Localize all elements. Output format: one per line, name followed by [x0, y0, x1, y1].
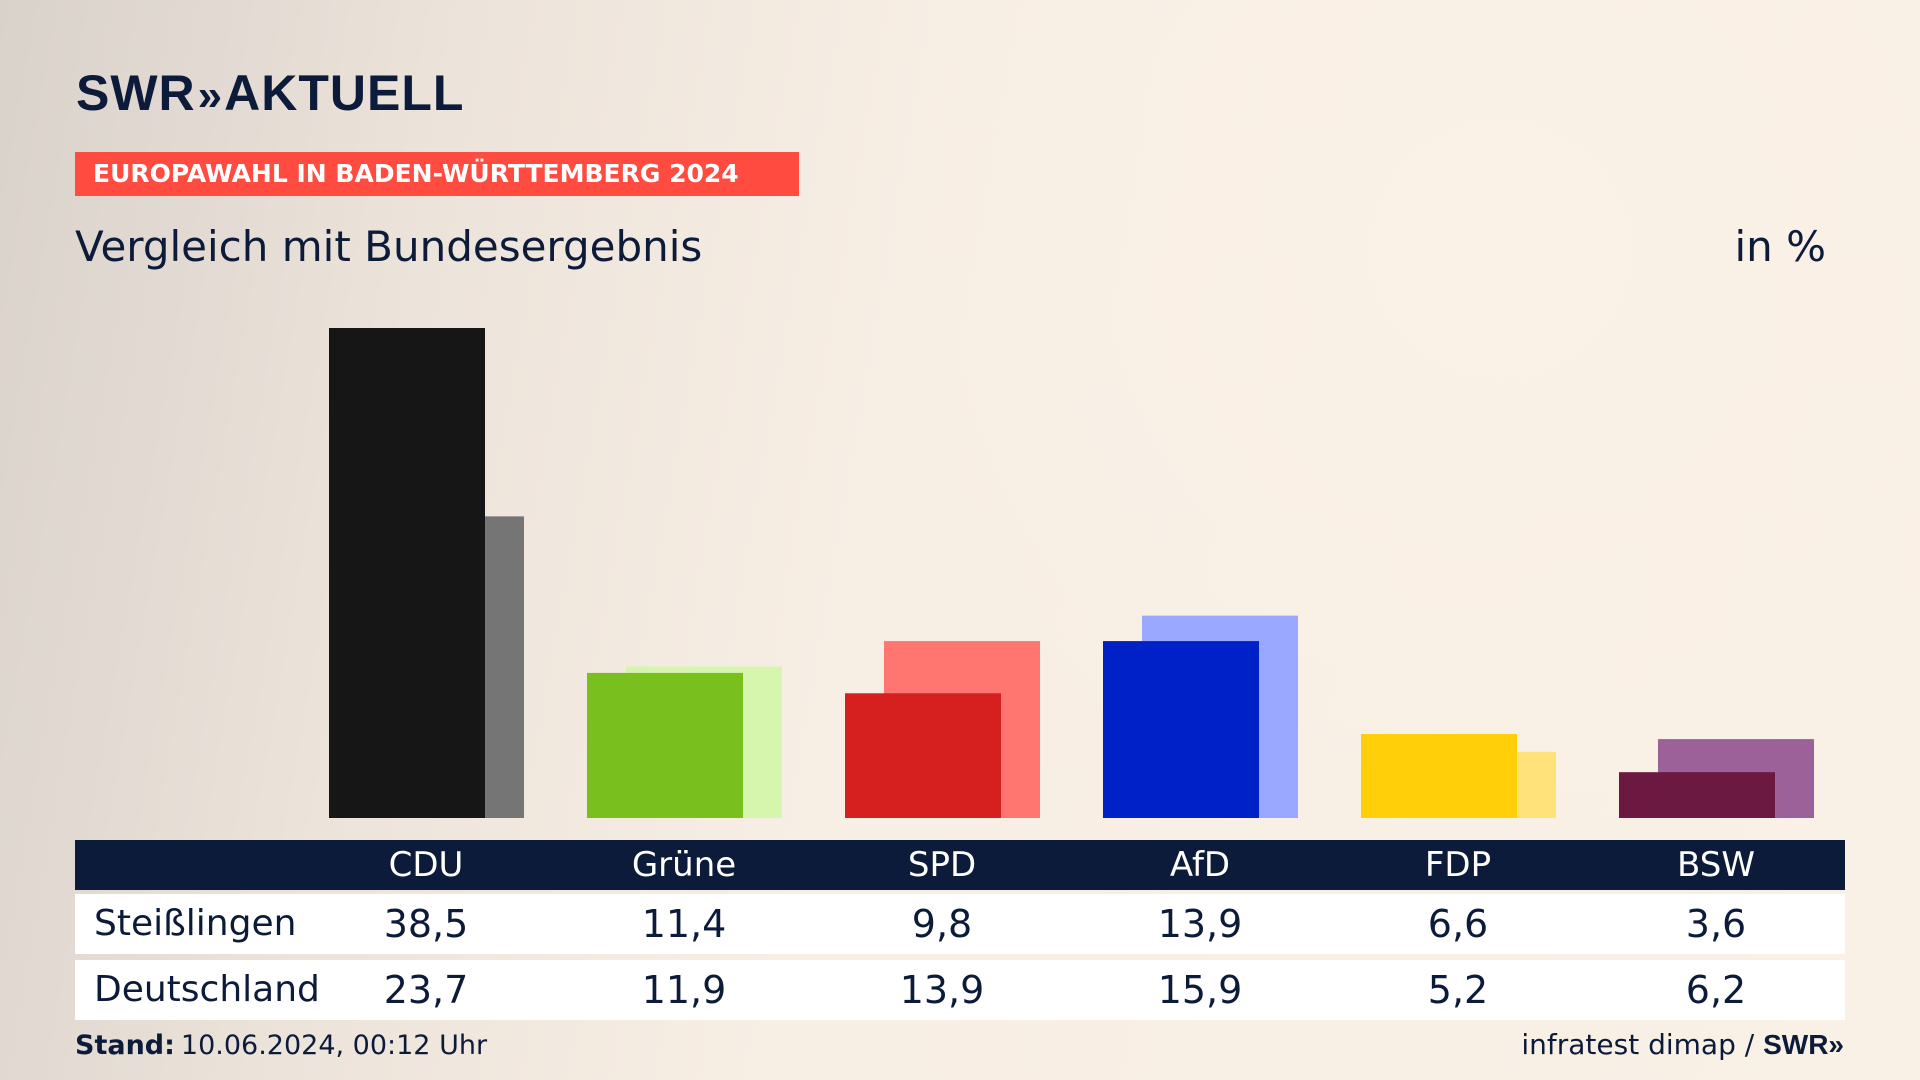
column-header: CDU — [388, 845, 464, 885]
table-row: Deutschland 23,7 11,9 13,9 15,9 5,2 6,2 — [75, 960, 1845, 1020]
table-cell: 38,5 — [383, 902, 469, 946]
table-cell: 15,9 — [1157, 968, 1243, 1012]
table-cell: 3,6 — [1685, 902, 1747, 946]
table-header-row: CDU Grüne SPD AfD FDP BSW — [75, 840, 1845, 890]
column-header: Grüne — [631, 845, 737, 885]
bar-local-cdu — [329, 328, 485, 818]
column-header: AfD — [1169, 845, 1231, 885]
results-table: CDU Grüne SPD AfD FDP BSW Steißlingen 38,5 11,… — [75, 840, 1845, 1020]
column-header: BSW — [1677, 845, 1755, 885]
stand-label: Stand: — [75, 1030, 175, 1061]
row-label-local: Steißlingen — [94, 903, 297, 944]
table-cell: 6,6 — [1427, 902, 1489, 946]
table-cell: 6,2 — [1685, 968, 1747, 1012]
table-row: Steißlingen 38,5 11,4 9,8 13,9 6,6 3,6 — [75, 894, 1845, 954]
stand-value: 10.06.2024, 00:12 Uhr — [180, 1030, 488, 1061]
source-credit: infratest dimap / SWR» — [1521, 1028, 1844, 1061]
bar-local-fdp — [1361, 734, 1517, 818]
logo-text-aktuell: AKTUELL — [224, 65, 465, 121]
bar-local-afd — [1103, 641, 1259, 818]
timestamp: Stand: 10.06.2024, 00:12 Uhr — [75, 1030, 487, 1061]
bar-local-bsw — [1619, 772, 1775, 818]
table-cell: 11,4 — [641, 902, 727, 946]
bar-chart — [329, 328, 1814, 818]
table-cell: 5,2 — [1427, 968, 1489, 1012]
chart-subtitle: Vergleich mit Bundesergebnis — [75, 222, 703, 271]
table-cell: 13,9 — [1157, 902, 1243, 946]
column-header: FDP — [1424, 845, 1492, 885]
table-cell: 9,8 — [911, 902, 973, 946]
source-text: infratest dimap / — [1521, 1028, 1755, 1061]
row-label-national: Deutschland — [94, 969, 320, 1010]
table-cell: 13,9 — [899, 968, 985, 1012]
swr-small-logo: SWR» — [1763, 1029, 1844, 1060]
table-cell: 11,9 — [641, 968, 727, 1012]
bar-local-spd — [845, 693, 1001, 818]
table-cell: 23,7 — [383, 968, 469, 1012]
column-header: SPD — [907, 845, 977, 885]
unit-label: in % — [1734, 222, 1826, 271]
swr-aktuell-logo: SWR» AKTUELL — [76, 64, 464, 122]
logo-text-swr: SWR — [76, 65, 196, 121]
election-banner: EUROPAWAHL IN BADEN-WÜRTTEMBERG 2024 — [75, 152, 799, 196]
bar-local-grüne — [587, 672, 743, 818]
